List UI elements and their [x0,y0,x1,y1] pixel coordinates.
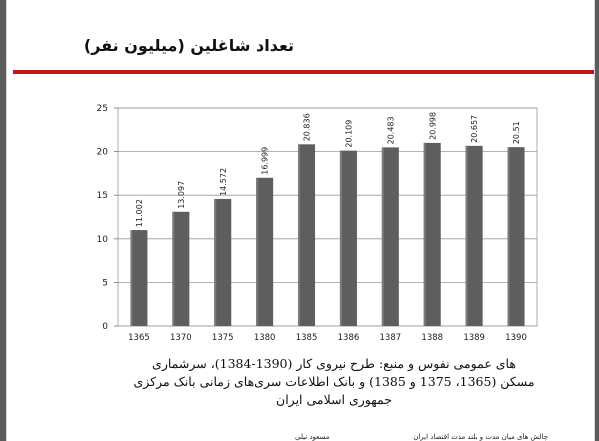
slide: تعداد شاغلین (میلیون نفر) 0 5 10 15 20 25 11.0… [6,0,595,441]
x-tick-label: 1365 [128,333,150,343]
footer-presentation-title: چالش های میان مدت و بلند مدت اقتصاد ایرا… [413,433,548,441]
x-tick-label: 1370 [170,333,192,343]
bar-highlight [130,230,133,326]
caption-line: مسکن (1365، 1375 و 1385) و بانک اطلاعات … [133,374,535,389]
bar-highlight [256,177,259,326]
bar-highlight [214,198,217,326]
bar-highlight [465,145,468,326]
bar-highlight [172,211,175,326]
y-tick-label: 25 [97,104,108,114]
y-tick-label: 0 [102,322,108,332]
x-tick-label: 1389 [463,333,485,343]
x-tick-label: 1390 [505,333,527,343]
bar-data-label: 20.836 [303,113,312,141]
caption-line: جمهوری اسلامی ایران [276,392,392,407]
bar-data-label: 20.109 [344,120,353,148]
bar-highlight [381,147,384,326]
bar [256,177,274,326]
y-tick-label: 10 [97,235,109,245]
x-tick-label: 1385 [296,333,318,343]
bar-data-label: 14.572 [219,168,228,196]
bar-data-label: 20.998 [428,112,437,140]
bar [130,230,148,326]
bar-data-label: 16.999 [261,147,270,175]
x-tick-label: 1375 [212,333,234,343]
bar-data-label: 20.51 [512,121,521,144]
y-tick-label: 5 [102,278,108,288]
bar [465,145,483,326]
bar [339,150,357,326]
employment-bar-chart: 0 5 10 15 20 25 11.002 1365 13.097 1370 14.572 1375… [86,98,546,348]
slide-title: تعداد شاغلین (میلیون نفر) [83,36,294,55]
chart-svg: 0 5 10 15 20 25 11.002 1365 13.097 1370 14.572 1375… [97,104,538,343]
bar [298,144,316,326]
x-tick-label: 1388 [421,333,443,343]
source-caption: های عمومی نفوس و منبع: طرح نیروی کار (13… [114,355,554,409]
bar [423,142,441,326]
x-tick-label: 1387 [380,333,402,343]
bar [381,147,399,326]
bar [214,198,232,326]
bar-highlight [298,144,301,326]
bar-data-label: 13.097 [177,181,186,209]
bar-data-label: 20.483 [386,116,395,144]
x-tick-label: 1380 [254,333,276,343]
bar-data-label: 20.657 [470,115,479,143]
title-divider [13,70,594,74]
caption-line: های عمومی نفوس و منبع: طرح نیروی کار (13… [152,356,516,371]
bar-highlight [507,147,510,326]
y-tick-label: 15 [97,191,108,201]
bar [172,211,190,326]
bar-highlight [339,150,342,326]
bar [507,147,525,326]
bar-highlight [423,142,426,326]
footer-author: مسعود نیلی [295,433,330,441]
y-tick-label: 20 [97,148,109,158]
bar-data-label: 11.002 [135,199,144,227]
x-tick-label: 1386 [338,333,360,343]
